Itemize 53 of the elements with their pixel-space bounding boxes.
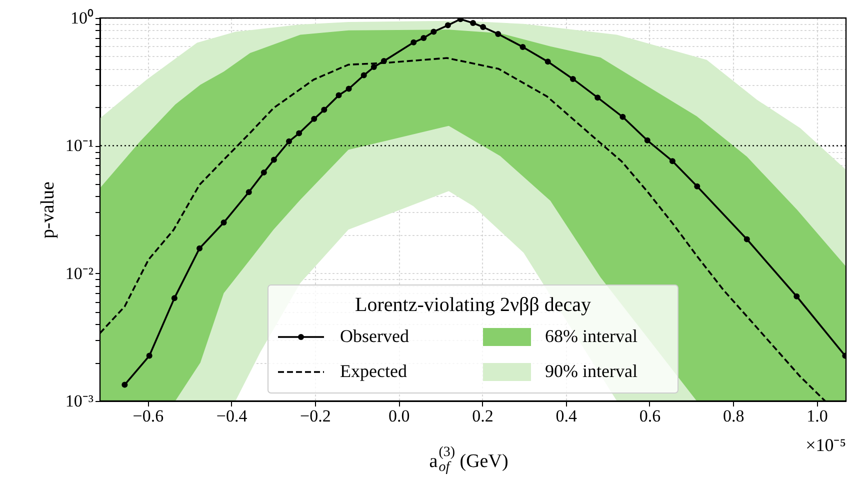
x-tick-label: −0.2 bbox=[300, 406, 331, 426]
point bbox=[171, 295, 178, 302]
legend-title: Lorentz-violating 2νββ decay bbox=[355, 294, 591, 316]
point bbox=[220, 220, 227, 226]
x-tick-label: −0.4 bbox=[216, 406, 248, 426]
legend-label: 68% interval bbox=[545, 326, 638, 346]
y-tick-label: 10⁻¹ bbox=[65, 136, 94, 156]
point bbox=[620, 114, 626, 120]
point bbox=[794, 293, 800, 300]
point bbox=[360, 72, 367, 78]
point bbox=[146, 352, 152, 359]
point bbox=[444, 22, 451, 28]
point bbox=[346, 86, 352, 92]
point bbox=[122, 382, 128, 388]
point bbox=[370, 64, 377, 70]
text: ×10⁻⁵ bbox=[806, 435, 846, 455]
point bbox=[480, 24, 486, 30]
y-tick-label: 10⁰ bbox=[70, 8, 94, 28]
legend-label: Observed bbox=[340, 326, 409, 346]
y-axis-title: p-value bbox=[37, 182, 58, 238]
point bbox=[594, 94, 601, 101]
point bbox=[336, 92, 342, 98]
x-tick-label: 0.4 bbox=[556, 406, 578, 426]
x-tick-label: 0.2 bbox=[472, 406, 494, 426]
legend-label: 90% interval bbox=[545, 361, 638, 381]
x-tick-label: 0.6 bbox=[639, 406, 661, 426]
point bbox=[260, 169, 267, 176]
point bbox=[430, 28, 437, 35]
point bbox=[321, 106, 328, 113]
point bbox=[694, 183, 700, 190]
point bbox=[570, 76, 576, 82]
y-tick-label: 10⁻³ bbox=[65, 392, 94, 410]
legend-label: Expected bbox=[340, 361, 407, 381]
x-tick-label: −0.6 bbox=[132, 406, 164, 426]
point bbox=[311, 116, 318, 122]
point bbox=[744, 236, 750, 242]
point bbox=[410, 39, 417, 46]
x-tick-label: 0.8 bbox=[722, 406, 744, 426]
y-tick-label: 10⁻² bbox=[65, 264, 94, 283]
point bbox=[420, 35, 427, 42]
point bbox=[669, 158, 676, 164]
point bbox=[246, 189, 252, 196]
point bbox=[196, 245, 203, 252]
point bbox=[296, 130, 302, 136]
point bbox=[270, 156, 277, 163]
point bbox=[286, 138, 292, 144]
point bbox=[470, 20, 476, 26]
point bbox=[544, 58, 551, 65]
x-tick-label: 1.0 bbox=[806, 406, 828, 426]
point bbox=[495, 30, 502, 37]
point bbox=[644, 137, 650, 144]
point bbox=[520, 44, 526, 50]
x-tick-label: 0.0 bbox=[388, 406, 410, 426]
